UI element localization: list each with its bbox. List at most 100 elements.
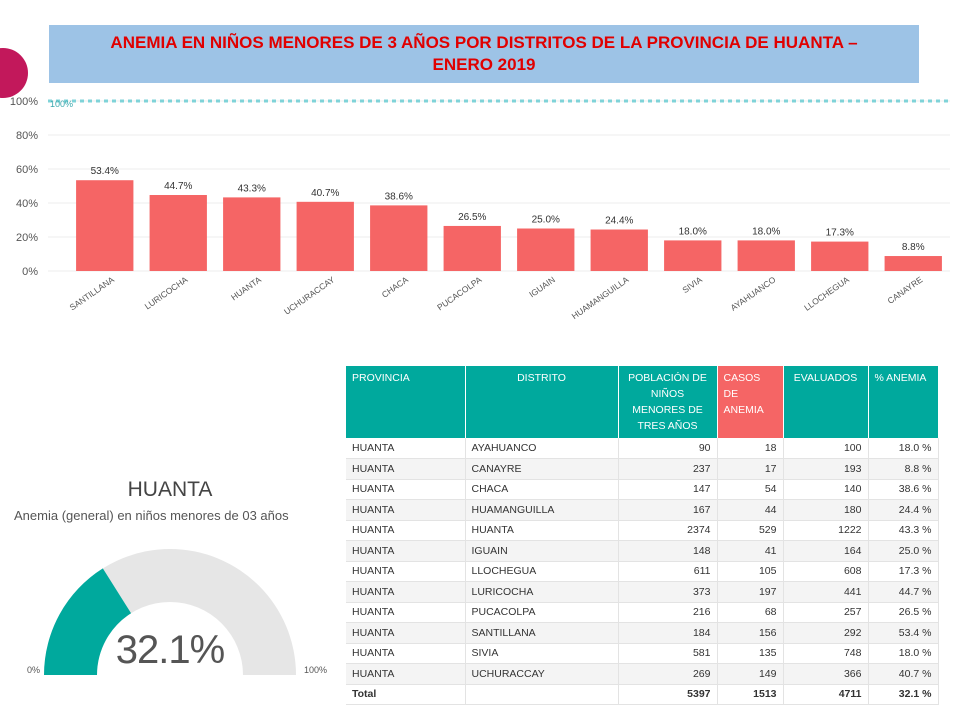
cell-distrito: CANAYRE xyxy=(465,458,619,480)
gauge-subtitle: Anemia (general) en niños menores de 03 … xyxy=(14,508,289,523)
gauge-fill xyxy=(44,568,132,675)
x-tick-label: CHACA xyxy=(380,274,410,299)
cell-poblacion: 216 xyxy=(618,602,718,623)
cell-evaluados: 100 xyxy=(783,438,869,459)
cell-distrito: HUANTA xyxy=(465,520,619,541)
bar xyxy=(223,197,281,271)
cell-poblacion: 147 xyxy=(618,479,718,500)
col-header-casos: CASOS DE ANEMIA xyxy=(717,366,784,438)
data-label: 25.0% xyxy=(532,215,560,226)
y-tick-label: 20% xyxy=(16,232,38,244)
cell-provincia: HUANTA xyxy=(346,520,466,541)
cell-distrito: LLOCHEGUA xyxy=(465,561,619,582)
col-header-distrito: DISTRITO xyxy=(465,366,619,438)
x-tick-label: PUCACOLPA xyxy=(435,274,483,312)
cell-evaluados: 180 xyxy=(783,499,869,521)
bar xyxy=(884,256,942,271)
table-row: HUANTA SIVIA 581 135 748 18.0 % xyxy=(346,643,939,664)
cell-evaluados: 748 xyxy=(783,643,869,664)
y-tick-label: 80% xyxy=(16,130,38,142)
cell-casos: 18 xyxy=(717,438,784,459)
cell-distrito: SANTILLANA xyxy=(465,622,619,644)
x-tick-label: CANAYRE xyxy=(886,274,925,306)
col-header-anemia: % ANEMIA xyxy=(868,366,939,438)
table-row: HUANTA IGUAIN 148 41 164 25.0 % xyxy=(346,540,939,562)
data-label: 17.3% xyxy=(826,228,854,239)
y-tick-label: 100% xyxy=(10,96,38,108)
cell-poblacion: 148 xyxy=(618,540,718,562)
cell-distrito: SIVIA xyxy=(465,643,619,664)
data-label: 40.7% xyxy=(311,188,339,199)
table-body: HUANTA AYAHUANCO 90 18 100 18.0 % HUANTA CANAYR… xyxy=(346,438,939,705)
cell-casos: 197 xyxy=(717,581,784,603)
bar xyxy=(590,229,648,271)
data-label: 26.5% xyxy=(458,212,486,223)
x-tick-label: SANTILLANA xyxy=(68,274,117,312)
cell-evaluados: 292 xyxy=(783,622,869,644)
reference-line-label: 100% xyxy=(50,99,73,109)
gauge-card: HUANTA Anemia (general) en niños menores… xyxy=(0,470,340,710)
cell-anemia: 43.3 % xyxy=(868,520,939,541)
total-evaluados: 4711 xyxy=(783,683,869,705)
cell-provincia: HUANTA xyxy=(346,663,466,685)
table-header-row: PROVINCIA DISTRITO POBLACIÓN DE NIÑOS ME… xyxy=(346,366,939,438)
x-tick-label: HUANTA xyxy=(229,274,263,302)
cell-anemia: 17.3 % xyxy=(868,561,939,582)
cell-casos: 54 xyxy=(717,479,784,500)
table-row: HUANTA LLOCHEGUA 611 105 608 17.3 % xyxy=(346,561,939,582)
cell-casos: 529 xyxy=(717,520,784,541)
x-tick-label: LURICOCHA xyxy=(143,274,190,311)
cell-anemia: 25.0 % xyxy=(868,540,939,562)
page-title: ANEMIA EN NIÑOS MENORES DE 3 AÑOS POR DI… xyxy=(110,33,858,74)
y-tick-label: 0% xyxy=(22,266,38,278)
x-tick-label: LLOCHEGUA xyxy=(802,274,851,312)
cell-poblacion: 184 xyxy=(618,622,718,644)
cell-distrito: HUAMANGUILLA xyxy=(465,499,619,521)
cell-distrito: LURICOCHA xyxy=(465,581,619,603)
district-anemia-bar-chart: 0% 20% 40% 60% 80% 100% 53.4% SANTILLANA 44.7% LU… xyxy=(10,96,950,321)
cell-anemia: 38.6 % xyxy=(868,479,939,500)
cell-evaluados: 1222 xyxy=(783,520,869,541)
gauge-title: HUANTA xyxy=(127,478,213,501)
data-label: 18.0% xyxy=(752,226,780,237)
cell-anemia: 53.4 % xyxy=(868,622,939,644)
total-casos: 1513 xyxy=(717,683,784,705)
cell-provincia: HUANTA xyxy=(346,438,466,459)
cell-casos: 68 xyxy=(717,602,784,623)
cell-casos: 156 xyxy=(717,622,784,644)
cell-casos: 135 xyxy=(717,643,784,664)
y-tick-label: 40% xyxy=(16,198,38,210)
y-tick-label: 60% xyxy=(16,164,38,176)
table-row: HUANTA CANAYRE 237 17 193 8.8 % xyxy=(346,458,939,480)
gauge-value: 32.1% xyxy=(115,628,225,672)
total-label: Total xyxy=(346,683,466,705)
cell-provincia: HUANTA xyxy=(346,540,466,562)
cell-evaluados: 257 xyxy=(783,602,869,623)
cell-poblacion: 373 xyxy=(618,581,718,603)
cell-anemia: 18.0 % xyxy=(868,438,939,459)
bar xyxy=(296,201,354,271)
bar xyxy=(517,228,575,271)
bar xyxy=(811,241,869,271)
cell-anemia: 40.7 % xyxy=(868,663,939,685)
total-empty xyxy=(465,683,619,705)
total-poblacion: 5397 xyxy=(618,683,718,705)
col-header-poblacion: POBLACIÓN DE NIÑOS MENORES DE TRES AÑOS xyxy=(618,366,718,438)
table-row: HUANTA AYAHUANCO 90 18 100 18.0 % xyxy=(346,438,939,459)
cell-evaluados: 441 xyxy=(783,581,869,603)
cell-casos: 149 xyxy=(717,663,784,685)
data-label: 18.0% xyxy=(679,226,707,237)
x-tick-label: AYAHUANCO xyxy=(729,274,778,313)
cell-anemia: 44.7 % xyxy=(868,581,939,603)
data-label: 53.4% xyxy=(91,166,119,177)
bar xyxy=(76,180,134,271)
cell-casos: 17 xyxy=(717,458,784,480)
cell-provincia: HUANTA xyxy=(346,499,466,521)
cell-provincia: HUANTA xyxy=(346,622,466,644)
table-total-row: Total 5397 1513 4711 32.1 % xyxy=(346,683,939,705)
cell-anemia: 26.5 % xyxy=(868,602,939,623)
cell-poblacion: 269 xyxy=(618,663,718,685)
cell-poblacion: 581 xyxy=(618,643,718,664)
cell-provincia: HUANTA xyxy=(346,458,466,480)
cell-distrito: PUCACOLPA xyxy=(465,602,619,623)
